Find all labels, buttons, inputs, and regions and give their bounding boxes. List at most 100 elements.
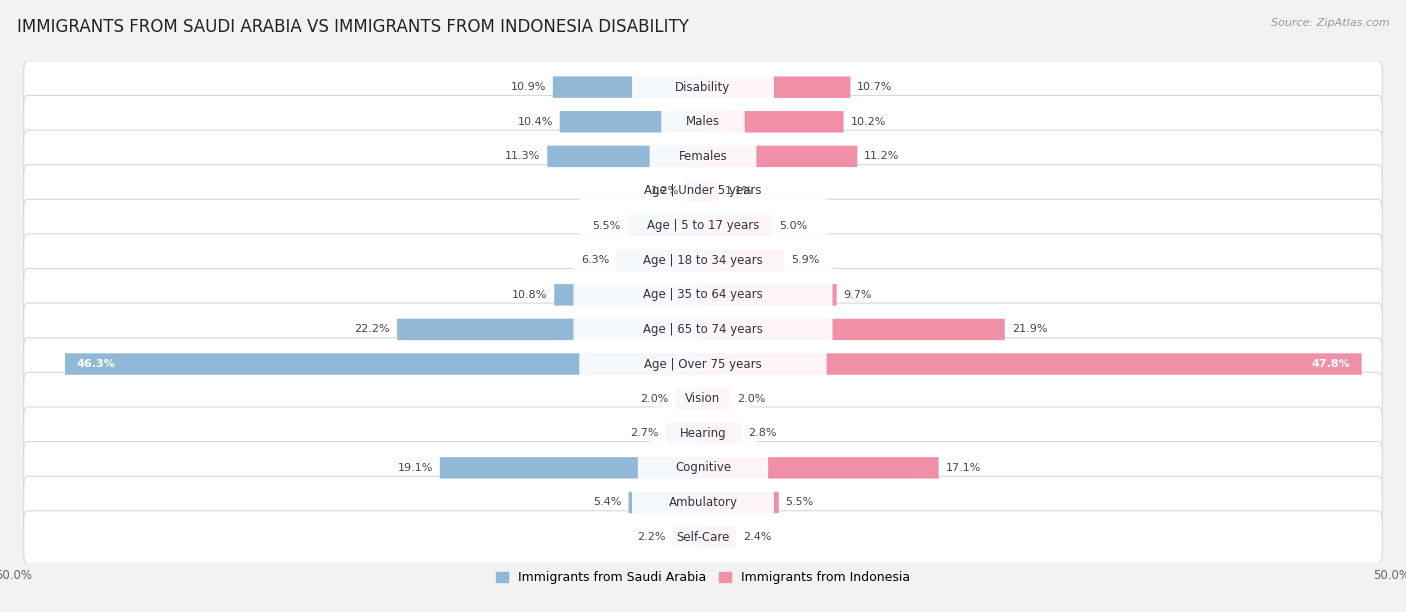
FancyBboxPatch shape: [638, 451, 768, 485]
Text: 47.8%: 47.8%: [1312, 359, 1351, 369]
FancyBboxPatch shape: [24, 200, 1382, 252]
FancyBboxPatch shape: [579, 174, 827, 208]
Legend: Immigrants from Saudi Arabia, Immigrants from Indonesia: Immigrants from Saudi Arabia, Immigrants…: [495, 572, 911, 584]
Text: Age | Over 75 years: Age | Over 75 years: [644, 357, 762, 370]
Text: 11.2%: 11.2%: [865, 151, 900, 162]
Text: 5.9%: 5.9%: [792, 255, 820, 265]
FancyBboxPatch shape: [24, 372, 1382, 425]
Text: Males: Males: [686, 115, 720, 129]
Text: IMMIGRANTS FROM SAUDI ARABIA VS IMMIGRANTS FROM INDONESIA DISABILITY: IMMIGRANTS FROM SAUDI ARABIA VS IMMIGRAN…: [17, 18, 689, 36]
FancyBboxPatch shape: [633, 70, 773, 104]
FancyBboxPatch shape: [616, 250, 703, 271]
Text: 5.5%: 5.5%: [592, 220, 620, 231]
Text: Source: ZipAtlas.com: Source: ZipAtlas.com: [1271, 18, 1389, 28]
FancyBboxPatch shape: [703, 457, 939, 479]
FancyBboxPatch shape: [24, 303, 1382, 356]
FancyBboxPatch shape: [703, 111, 844, 132]
FancyBboxPatch shape: [574, 243, 832, 277]
FancyBboxPatch shape: [24, 61, 1382, 113]
FancyBboxPatch shape: [703, 181, 718, 202]
Text: 5.5%: 5.5%: [786, 498, 814, 507]
FancyBboxPatch shape: [703, 353, 1361, 375]
Text: 2.8%: 2.8%: [748, 428, 778, 438]
FancyBboxPatch shape: [703, 319, 1005, 340]
Text: Disability: Disability: [675, 81, 731, 94]
FancyBboxPatch shape: [703, 388, 731, 409]
Text: 21.9%: 21.9%: [1012, 324, 1047, 334]
Text: 5.4%: 5.4%: [593, 498, 621, 507]
FancyBboxPatch shape: [574, 278, 832, 312]
Text: 2.0%: 2.0%: [738, 394, 766, 404]
Text: 10.7%: 10.7%: [858, 82, 893, 92]
FancyBboxPatch shape: [666, 422, 703, 444]
Text: Self-Care: Self-Care: [676, 531, 730, 543]
Text: 10.4%: 10.4%: [517, 117, 553, 127]
Text: 5.0%: 5.0%: [779, 220, 807, 231]
Text: 2.4%: 2.4%: [742, 532, 772, 542]
Text: 17.1%: 17.1%: [945, 463, 981, 473]
Text: 10.8%: 10.8%: [512, 290, 547, 300]
FancyBboxPatch shape: [24, 476, 1382, 529]
FancyBboxPatch shape: [24, 338, 1382, 390]
FancyBboxPatch shape: [703, 76, 851, 98]
Text: Age | 35 to 64 years: Age | 35 to 64 years: [643, 288, 763, 301]
Text: 11.3%: 11.3%: [505, 151, 540, 162]
Text: 1.1%: 1.1%: [725, 186, 754, 196]
Text: 2.7%: 2.7%: [630, 428, 659, 438]
FancyBboxPatch shape: [703, 250, 785, 271]
Text: 1.2%: 1.2%: [651, 186, 679, 196]
Text: 46.3%: 46.3%: [76, 359, 115, 369]
Text: Ambulatory: Ambulatory: [668, 496, 738, 509]
FancyBboxPatch shape: [24, 130, 1382, 182]
Text: Vision: Vision: [685, 392, 721, 405]
FancyBboxPatch shape: [24, 95, 1382, 148]
Text: Age | 5 to 17 years: Age | 5 to 17 years: [647, 219, 759, 232]
FancyBboxPatch shape: [24, 234, 1382, 286]
FancyBboxPatch shape: [547, 146, 703, 167]
Text: 19.1%: 19.1%: [398, 463, 433, 473]
FancyBboxPatch shape: [24, 407, 1382, 460]
FancyBboxPatch shape: [672, 526, 703, 548]
FancyBboxPatch shape: [703, 146, 858, 167]
FancyBboxPatch shape: [703, 422, 741, 444]
FancyBboxPatch shape: [440, 457, 703, 479]
Text: 2.0%: 2.0%: [640, 394, 669, 404]
FancyBboxPatch shape: [65, 353, 703, 375]
Text: Cognitive: Cognitive: [675, 461, 731, 474]
FancyBboxPatch shape: [24, 442, 1382, 494]
Text: Age | 65 to 74 years: Age | 65 to 74 years: [643, 323, 763, 336]
FancyBboxPatch shape: [655, 382, 751, 416]
FancyBboxPatch shape: [396, 319, 703, 340]
Text: Females: Females: [679, 150, 727, 163]
FancyBboxPatch shape: [24, 511, 1382, 564]
FancyBboxPatch shape: [703, 526, 737, 548]
Text: 22.2%: 22.2%: [354, 324, 391, 334]
Text: 6.3%: 6.3%: [581, 255, 609, 265]
FancyBboxPatch shape: [579, 347, 827, 381]
FancyBboxPatch shape: [633, 485, 773, 520]
FancyBboxPatch shape: [650, 416, 756, 450]
FancyBboxPatch shape: [24, 269, 1382, 321]
FancyBboxPatch shape: [553, 76, 703, 98]
Text: 2.2%: 2.2%: [637, 532, 666, 542]
FancyBboxPatch shape: [675, 388, 703, 409]
FancyBboxPatch shape: [661, 105, 745, 139]
FancyBboxPatch shape: [574, 313, 832, 346]
FancyBboxPatch shape: [579, 209, 827, 242]
Text: Age | 18 to 34 years: Age | 18 to 34 years: [643, 254, 763, 267]
FancyBboxPatch shape: [554, 284, 703, 305]
FancyBboxPatch shape: [703, 492, 779, 513]
FancyBboxPatch shape: [638, 520, 768, 554]
Text: Hearing: Hearing: [679, 427, 727, 440]
FancyBboxPatch shape: [650, 140, 756, 173]
FancyBboxPatch shape: [560, 111, 703, 132]
FancyBboxPatch shape: [627, 215, 703, 236]
FancyBboxPatch shape: [628, 492, 703, 513]
FancyBboxPatch shape: [686, 181, 703, 202]
Text: 10.2%: 10.2%: [851, 117, 886, 127]
Text: 9.7%: 9.7%: [844, 290, 872, 300]
FancyBboxPatch shape: [703, 284, 837, 305]
FancyBboxPatch shape: [703, 215, 772, 236]
Text: 10.9%: 10.9%: [510, 82, 546, 92]
Text: Age | Under 5 years: Age | Under 5 years: [644, 184, 762, 198]
